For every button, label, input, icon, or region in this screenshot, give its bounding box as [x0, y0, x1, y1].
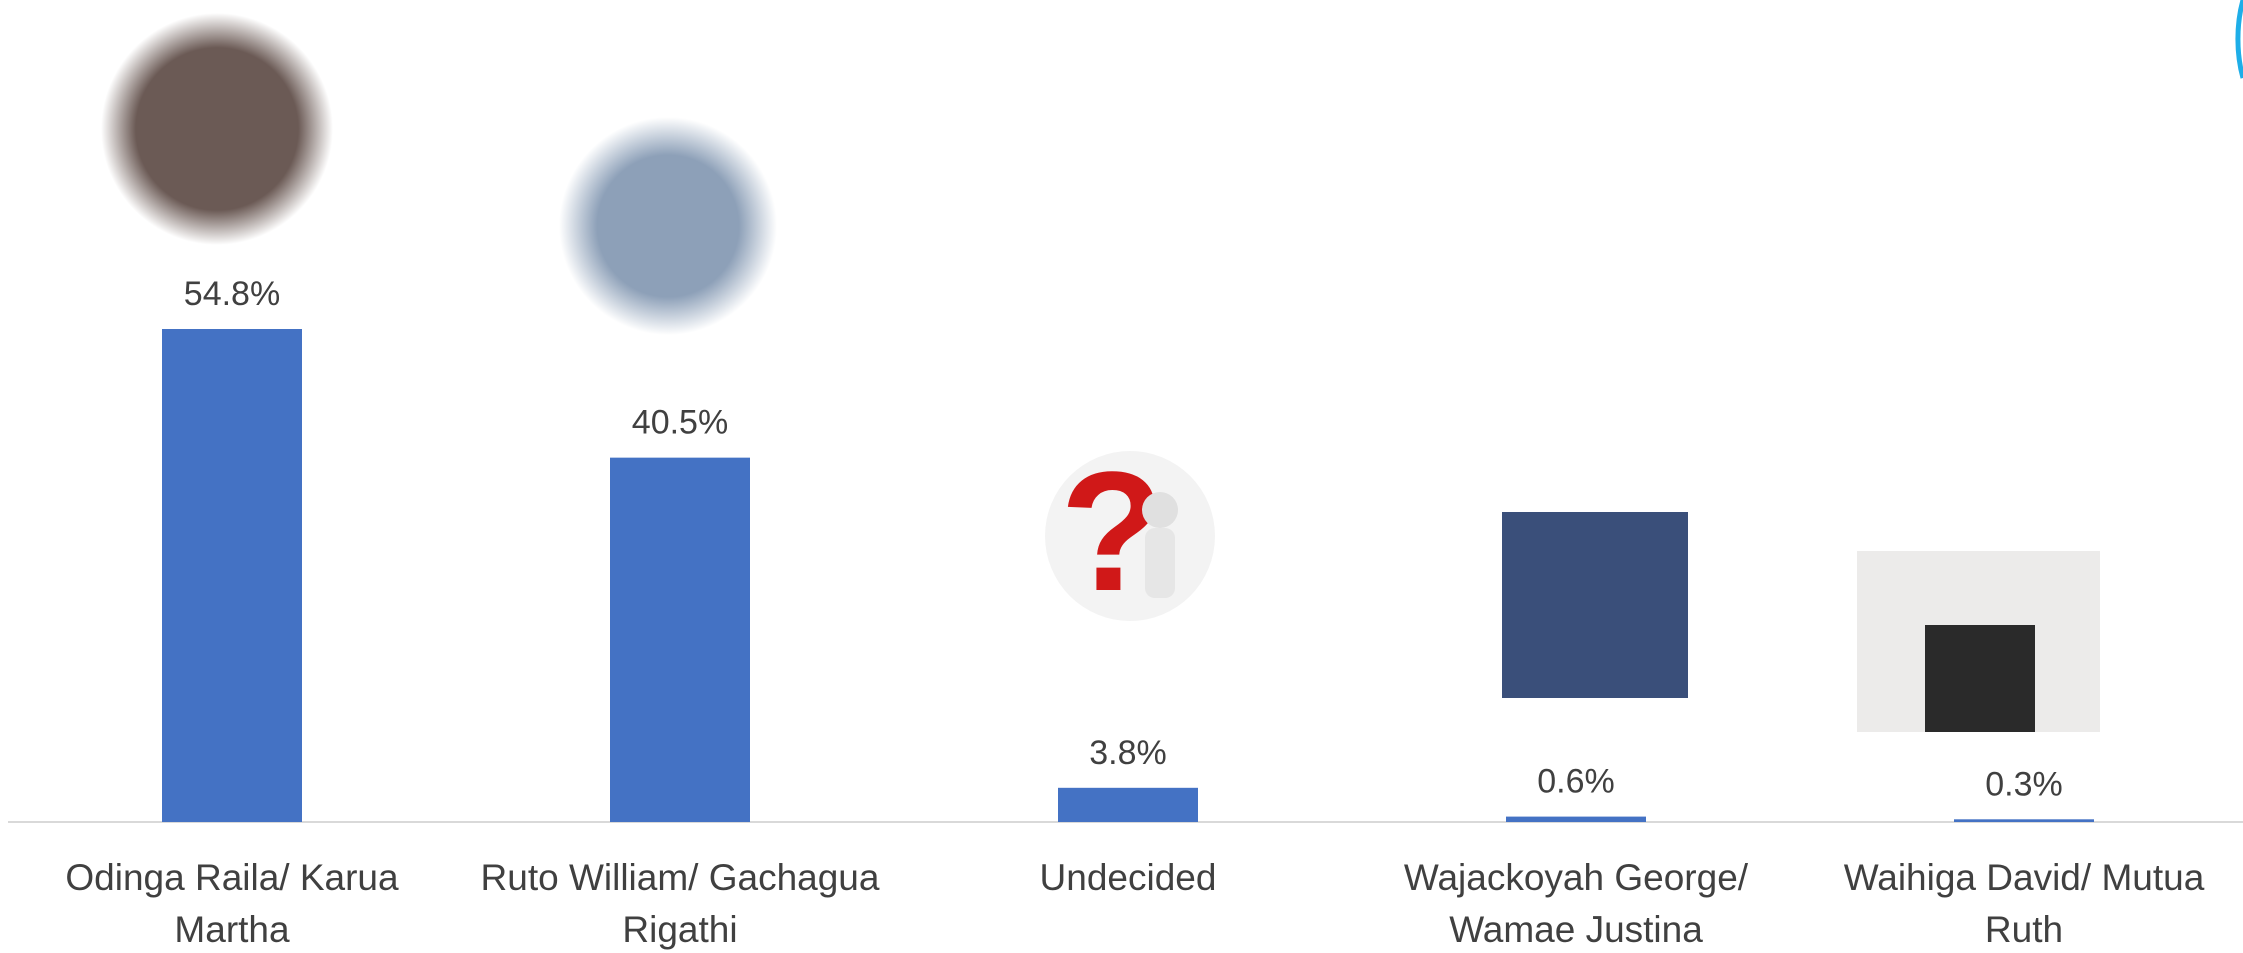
- candidate-photo: [559, 117, 777, 335]
- bar: [1954, 819, 2094, 822]
- bar: [610, 457, 750, 822]
- x-tick-label: Odinga Raila/ Karua Martha: [65, 857, 399, 950]
- undecided-icon: ?: [1045, 437, 1215, 627]
- x-tick-label: Waihiga David/ Mutua Ruth: [1843, 857, 2205, 950]
- value-label: 40.5%: [632, 404, 728, 442]
- candidate-photo-figure: [1925, 625, 2035, 732]
- value-label: 3.8%: [1089, 734, 1167, 772]
- x-tick-label: Undecided: [1039, 857, 1217, 898]
- candidate-photo: [1502, 512, 1688, 698]
- value-label: 0.3%: [1985, 765, 2063, 803]
- x-tick-label: Ruto William/ Gachagua Rigathi: [480, 857, 880, 950]
- value-label: 54.8%: [184, 275, 280, 313]
- bar: [1058, 787, 1198, 822]
- logo-arc: [2235, 0, 2243, 79]
- x-tick-label: Wajackoyah George/ Wamae Justina: [1403, 857, 1749, 950]
- candidate-photo: [101, 13, 333, 245]
- svg-text:?: ?: [1060, 437, 1164, 627]
- bar: [1506, 816, 1646, 822]
- bar: [162, 329, 302, 822]
- value-label: 0.6%: [1537, 763, 1615, 801]
